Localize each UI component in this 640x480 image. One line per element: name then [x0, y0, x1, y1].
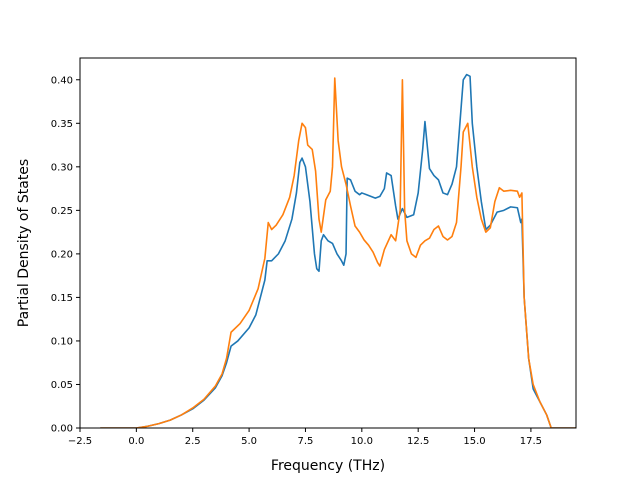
x-tick-label: 2.5 [185, 436, 201, 447]
x-tick-label: −2.5 [68, 436, 92, 447]
x-tick-label: 5.0 [241, 436, 257, 447]
x-axis-ticks: −2.5 0.0 2.5 5.0 7.5 10.0 12.5 15.0 17.5 [68, 428, 542, 447]
plot-area [80, 58, 576, 428]
y-axis-title: Partial Density of States [16, 159, 32, 327]
series-layer [100, 73, 576, 428]
x-tick-label: 12.5 [407, 436, 429, 447]
x-axis-title: Frequency (THz) [271, 458, 385, 474]
x-tick-label: 0.0 [128, 436, 144, 447]
y-tick-label: 0.30 [51, 162, 73, 173]
x-tick-label: 7.5 [298, 436, 314, 447]
y-axis-ticks: 0.00 0.05 0.10 0.15 0.20 0.25 0.30 0.35 0.40 [51, 75, 80, 435]
y-tick-label: 0.40 [51, 75, 73, 86]
y-tick-label: 0.10 [51, 336, 73, 347]
y-tick-label: 0.00 [51, 424, 73, 435]
y-tick-label: 0.05 [51, 380, 73, 391]
y-tick-label: 0.35 [51, 119, 73, 130]
plot-frame [79, 57, 577, 429]
y-tick-label: 0.20 [51, 249, 73, 260]
x-tick-label: 17.5 [520, 436, 542, 447]
series-line-2 [100, 77, 576, 428]
y-tick-label: 0.25 [51, 206, 73, 217]
series-line-1 [100, 73, 576, 428]
x-tick-label: 15.0 [463, 436, 485, 447]
x-tick-label: 10.0 [351, 436, 373, 447]
y-tick-label: 0.15 [51, 293, 73, 304]
